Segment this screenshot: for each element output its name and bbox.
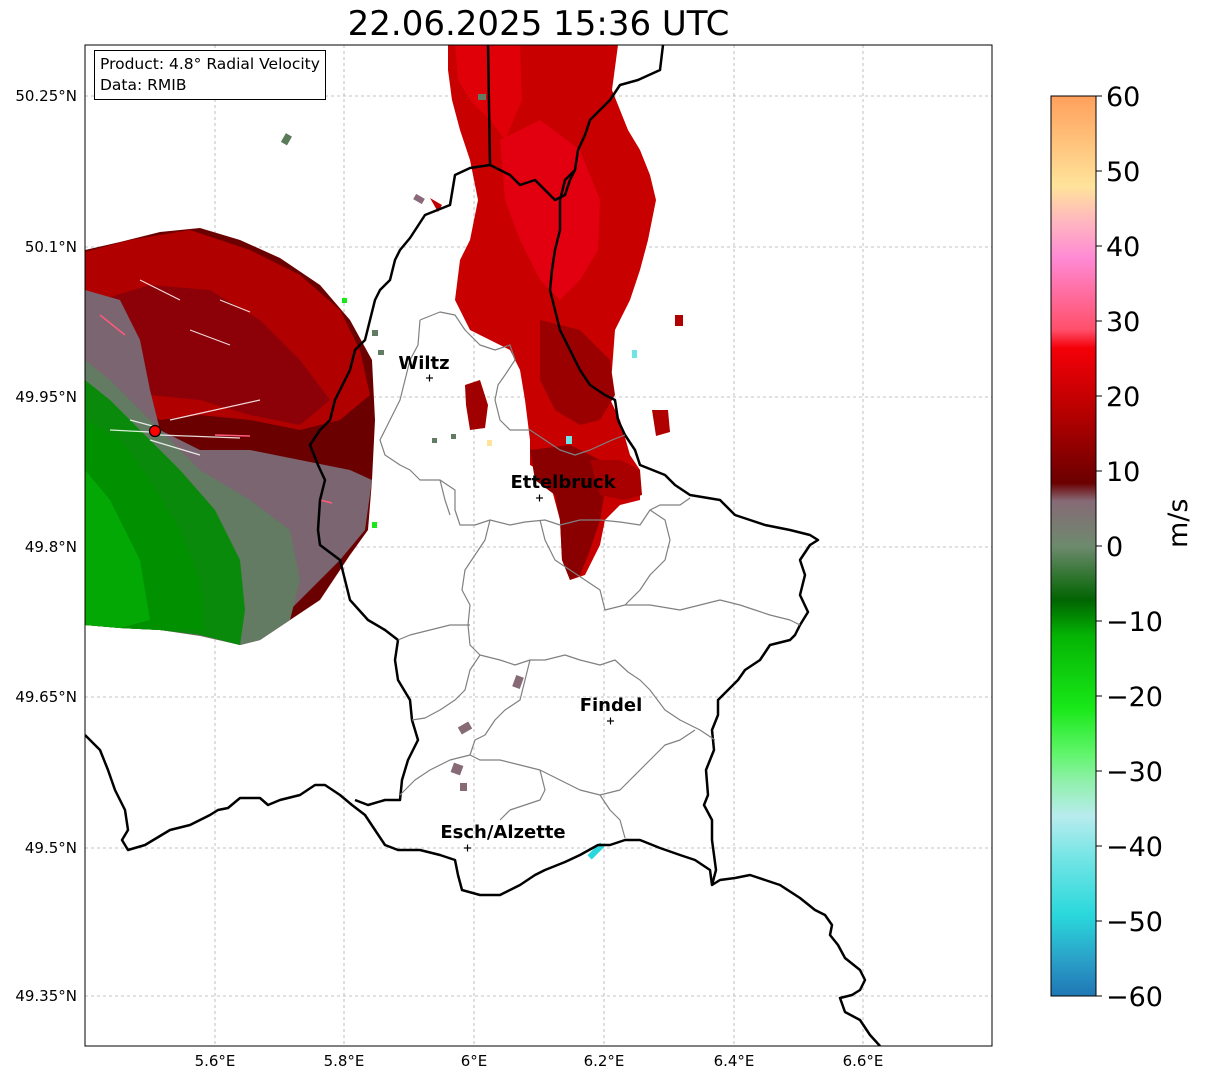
data-source-line: Data: RMIB: [100, 76, 187, 94]
lon-tick-label: 6.4°E: [714, 1052, 755, 1070]
lon-tick-label: 6.6°E: [843, 1052, 884, 1070]
lat-tick-label: 49.35°N: [15, 987, 77, 1005]
lat-tick-label: 49.5°N: [25, 839, 77, 857]
colorbar-tick-label: 60: [1106, 82, 1140, 113]
velocity-echo-west: [85, 228, 375, 645]
colorbar-tick-label: −10: [1106, 607, 1163, 638]
city-label-esch: Esch/Alzette: [440, 822, 565, 843]
city-marker-ettelbruck: [536, 494, 543, 502]
city-label-ettelbruck: Ettelbruck: [510, 472, 616, 493]
colorbar-tick-label: −50: [1106, 907, 1163, 938]
city-label-wiltz: Wiltz: [398, 353, 449, 374]
product-line: Product: 4.8° Radial Velocity: [100, 55, 320, 73]
lon-tick-label: 5.8°E: [324, 1052, 365, 1070]
colorbar-tick-label: 30: [1106, 307, 1140, 338]
lon-tick-label: 5.6°E: [195, 1052, 236, 1070]
lat-tick-label: 49.65°N: [15, 688, 77, 706]
city-marker-findel: [607, 717, 614, 725]
lon-tick-label: 6°E: [461, 1052, 488, 1070]
map-title: 22.06.2025 15:36 UTC: [347, 4, 730, 44]
colorbar: 60 50 40 30 20 10 0 −10 −20 −30 −40 −50 …: [1050, 82, 1163, 1013]
radar-site-marker: [148, 424, 162, 438]
colorbar-tick-label: −60: [1106, 982, 1163, 1013]
colorbar-tick-label: 50: [1106, 157, 1140, 188]
product-info-box: Product: 4.8° Radial Velocity Data: RMIB: [94, 50, 326, 100]
canton-boundaries: [379, 311, 801, 839]
lat-tick-label: 50.25°N: [15, 87, 77, 105]
city-markers: [426, 374, 614, 852]
colorbar-unit-label: m/s: [1163, 498, 1194, 548]
colorbar-tick-label: 20: [1106, 382, 1140, 413]
lat-tick-label: 49.95°N: [15, 388, 77, 406]
colorbar-tick-label: 10: [1106, 457, 1140, 488]
lat-tick-label: 50.1°N: [25, 238, 77, 256]
colorbar-tick-label: 0: [1106, 532, 1123, 563]
city-marker-wiltz: [426, 374, 433, 382]
lon-tick-label: 6.2°E: [584, 1052, 625, 1070]
plot-frame: [84, 44, 993, 1047]
colorbar-tick-label: −20: [1106, 682, 1163, 713]
city-label-findel: Findel: [580, 695, 643, 716]
colorbar-tick-label: −40: [1106, 832, 1163, 863]
colorbar-tick-label: −30: [1106, 757, 1163, 788]
colorbar-scale: [1051, 96, 1096, 996]
colorbar-tick-label: 40: [1106, 232, 1140, 263]
lat-tick-label: 49.8°N: [25, 538, 77, 556]
city-marker-esch: [464, 844, 471, 852]
